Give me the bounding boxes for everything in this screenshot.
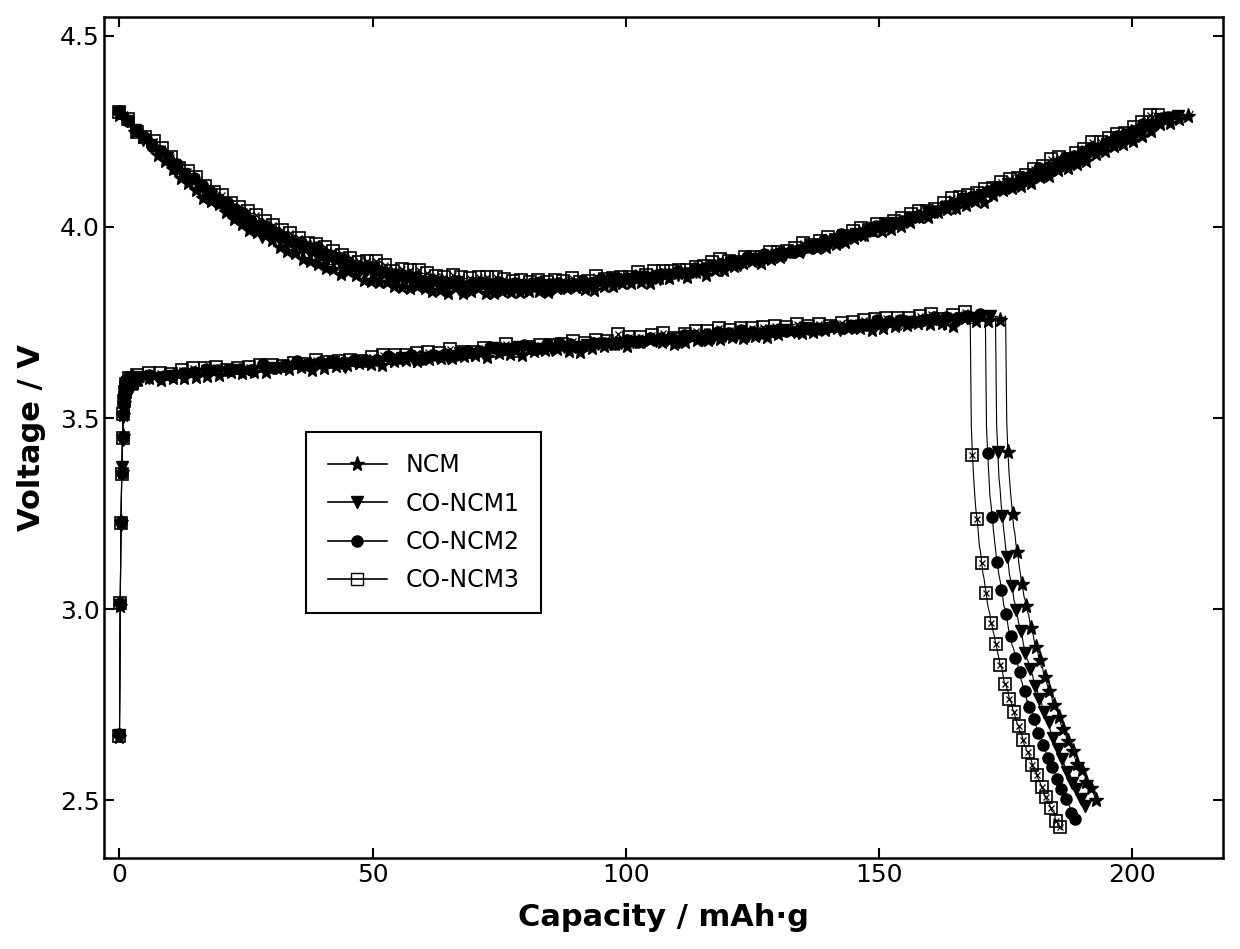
Y-axis label: Voltage / V: Voltage / V	[16, 344, 46, 530]
Legend: NCM, CO-NCM1, CO-NCM2, CO-NCM3: NCM, CO-NCM1, CO-NCM2, CO-NCM3	[306, 432, 541, 613]
X-axis label: Capacity / mAh·g: Capacity / mAh·g	[518, 903, 810, 932]
